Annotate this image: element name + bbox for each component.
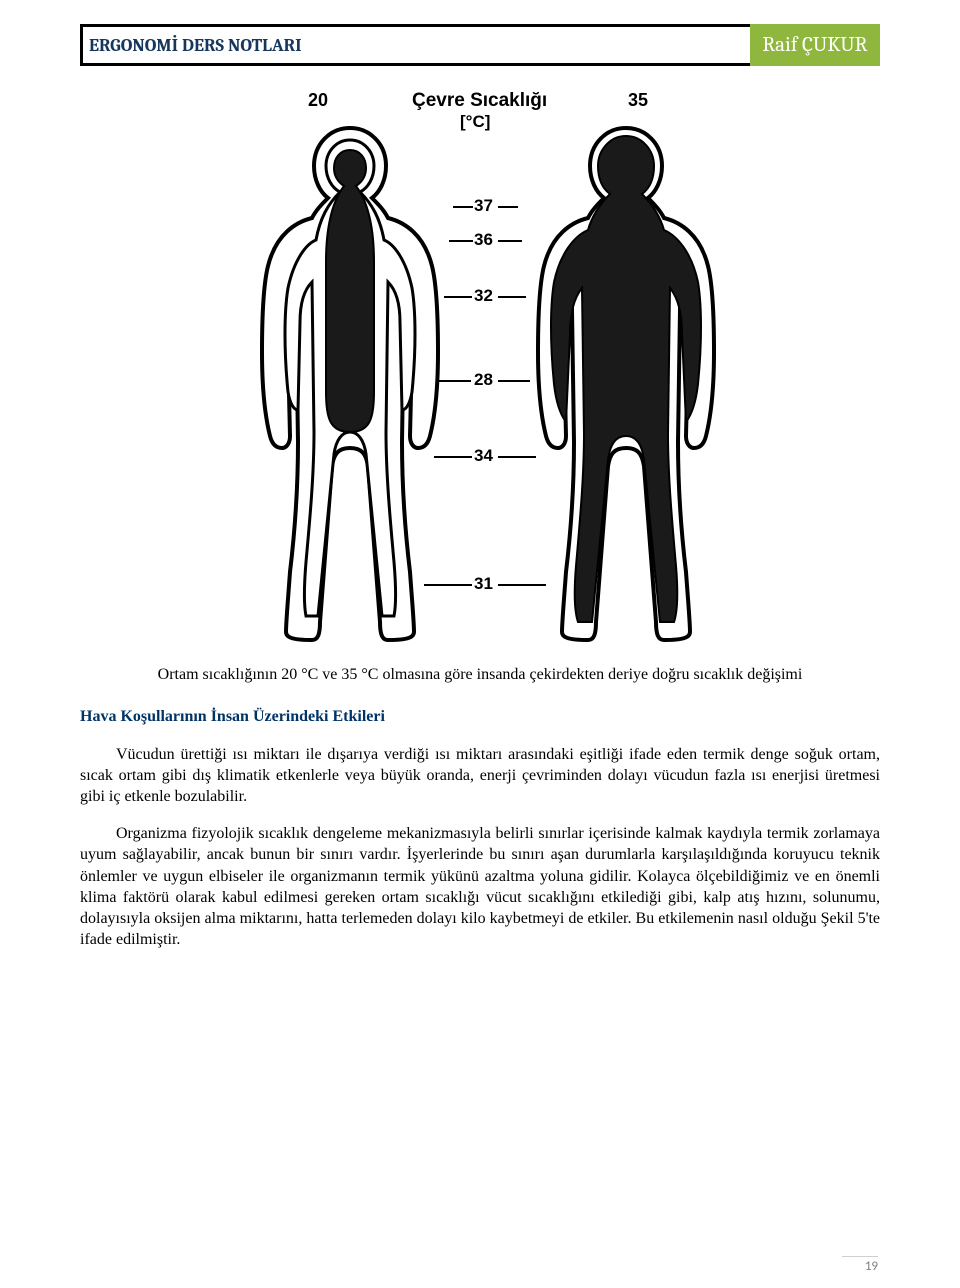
tick-37-left [453, 206, 473, 208]
temp-label-32: 32 [474, 286, 493, 306]
tick-32-left [444, 296, 472, 298]
tick-31-right [498, 584, 546, 586]
tick-28-right [498, 380, 530, 382]
env-temp-left: 20 [308, 90, 328, 111]
header-title-text: ERGONOMİ DERS NOTLARI [89, 35, 302, 56]
header-author-text: Raif ÇUKUR [762, 33, 867, 57]
body-temperature-diagram: 20 Çevre Sıcaklığı 35 [°C] 37 36 32 [200, 88, 760, 648]
figure-caption: Ortam sıcaklığının 20 °C ve 35 °C olması… [80, 666, 880, 684]
section-subheading: Hava Koşullarının İnsan Üzerindeki Etkil… [80, 708, 880, 726]
tick-36-right [498, 240, 522, 242]
tick-37-right [498, 206, 518, 208]
env-temp-right: 35 [628, 90, 648, 111]
header-title: ERGONOMİ DERS NOTLARI [80, 24, 750, 66]
paragraph-2: Organizma fizyolojik sıcaklık dengeleme … [80, 823, 880, 950]
figure-container: 20 Çevre Sıcaklığı 35 [°C] 37 36 32 [80, 88, 880, 648]
page-number: 19 [842, 1256, 878, 1274]
tick-36-left [449, 240, 473, 242]
tick-28-left [439, 380, 471, 382]
temp-label-36: 36 [474, 230, 493, 250]
temp-label-34: 34 [474, 446, 493, 466]
header-author-badge: Raif ÇUKUR [750, 24, 880, 66]
tick-32-right [498, 296, 526, 298]
page-header: ERGONOMİ DERS NOTLARI Raif ÇUKUR [80, 24, 880, 66]
tick-34-right [498, 456, 536, 458]
temp-label-31: 31 [474, 574, 493, 594]
paragraph-1: Vücudun ürettiği ısı miktarı ile dışarıy… [80, 744, 880, 807]
body-left-20c [240, 122, 460, 642]
temp-label-28: 28 [474, 370, 493, 390]
tick-34-left [434, 456, 472, 458]
figure-title-sub: [°C] [460, 112, 490, 132]
body-right-35c [516, 122, 736, 642]
figure-title-top: Çevre Sıcaklığı [412, 90, 547, 112]
tick-31-left [424, 584, 472, 586]
temp-label-37: 37 [474, 196, 493, 216]
